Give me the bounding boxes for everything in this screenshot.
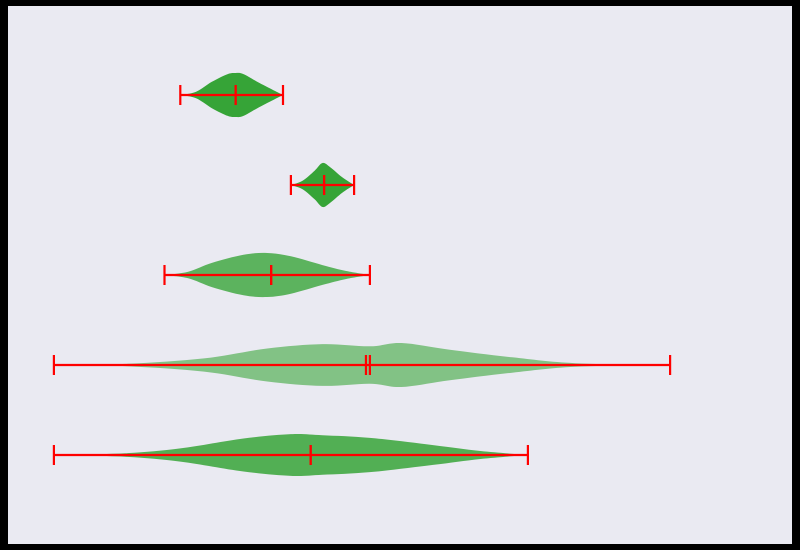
markers-layer [52,85,672,465]
